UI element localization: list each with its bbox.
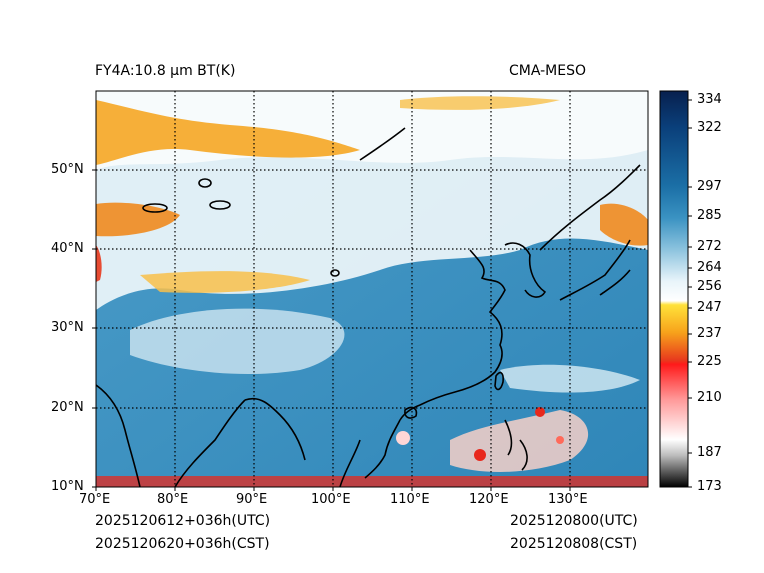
map-frame — [95, 90, 649, 488]
colorbar-label: 237 — [697, 326, 722, 341]
colorbar — [659, 90, 689, 488]
valid-time-cst: 2025120808(CST) — [510, 536, 638, 552]
lon-label-70e: 70°E — [79, 492, 111, 507]
convective-cell — [396, 431, 410, 445]
colorbar-label: 225 — [697, 354, 722, 369]
tropical-convection-strip — [96, 476, 648, 487]
colorbar-label: 264 — [697, 260, 722, 275]
cold-cloud-band — [96, 100, 360, 165]
colorbar-label: 173 — [697, 479, 722, 494]
coastline-hainan — [404, 406, 418, 419]
coastlines — [96, 127, 641, 487]
coastline-india — [96, 384, 246, 487]
colorbar-label: 285 — [697, 208, 722, 223]
lon-label-100e: 100°E — [311, 492, 351, 507]
coastline-myanmar — [244, 397, 306, 461]
lat-label-30n: 30°N — [51, 320, 84, 335]
colorbar-label: 247 — [697, 300, 722, 315]
colorbar-label: 297 — [697, 179, 722, 194]
colorbar-label: 256 — [697, 279, 722, 294]
lon-label-80e: 80°E — [157, 492, 189, 507]
colorbar-ticks — [688, 99, 692, 488]
product-title: FY4A:10.8 µm BT(K) — [95, 63, 236, 79]
lake — [209, 200, 231, 210]
convective-cell — [474, 449, 486, 461]
colorbar-label: 210 — [697, 390, 722, 405]
lat-label-40n: 40°N — [51, 241, 84, 256]
coastline-indochina — [339, 419, 401, 487]
colorbar-label: 272 — [697, 239, 722, 254]
lake-balkhash — [142, 203, 168, 213]
init-time-utc: 2025120612+036h(UTC) — [95, 513, 271, 529]
lake-baikal — [359, 127, 406, 161]
convective-cell — [556, 436, 564, 444]
plateau-cloud — [130, 308, 345, 375]
axis-ticks — [92, 169, 571, 491]
ocean-cloud — [500, 364, 640, 393]
cold-cloud-band — [600, 203, 648, 246]
cold-cloud-band — [400, 96, 560, 110]
lon-label-120e: 120°E — [469, 492, 509, 507]
lon-label-130e: 130°E — [548, 492, 588, 507]
map-image — [96, 91, 648, 487]
coastline-taiwan — [494, 371, 504, 391]
init-time-cst: 2025120620+036h(CST) — [95, 536, 270, 552]
lake — [198, 178, 212, 188]
colorbar-label: 334 — [697, 92, 722, 107]
lat-label-20n: 20°N — [51, 400, 84, 415]
lon-label-90e: 90°E — [236, 492, 268, 507]
lat-label-10n: 10°N — [51, 479, 84, 494]
coastline-philippines — [504, 419, 528, 471]
convective-cell — [535, 407, 545, 417]
valid-time-utc: 2025120800(UTC) — [510, 513, 638, 529]
graticule — [96, 91, 648, 487]
lat-label-50n: 50°N — [51, 162, 84, 177]
cold-cloud-band — [96, 245, 102, 282]
coastline-russia — [539, 164, 641, 251]
model-name: CMA-MESO — [509, 63, 587, 79]
lon-label-110e: 110°E — [390, 492, 430, 507]
lake-qinghai — [330, 269, 340, 277]
cold-cloud-band — [140, 271, 310, 293]
colorbar-label: 322 — [697, 120, 722, 135]
colorbar-label: 187 — [697, 445, 722, 460]
coastline-korea — [504, 242, 547, 298]
coastline-china — [399, 249, 506, 421]
